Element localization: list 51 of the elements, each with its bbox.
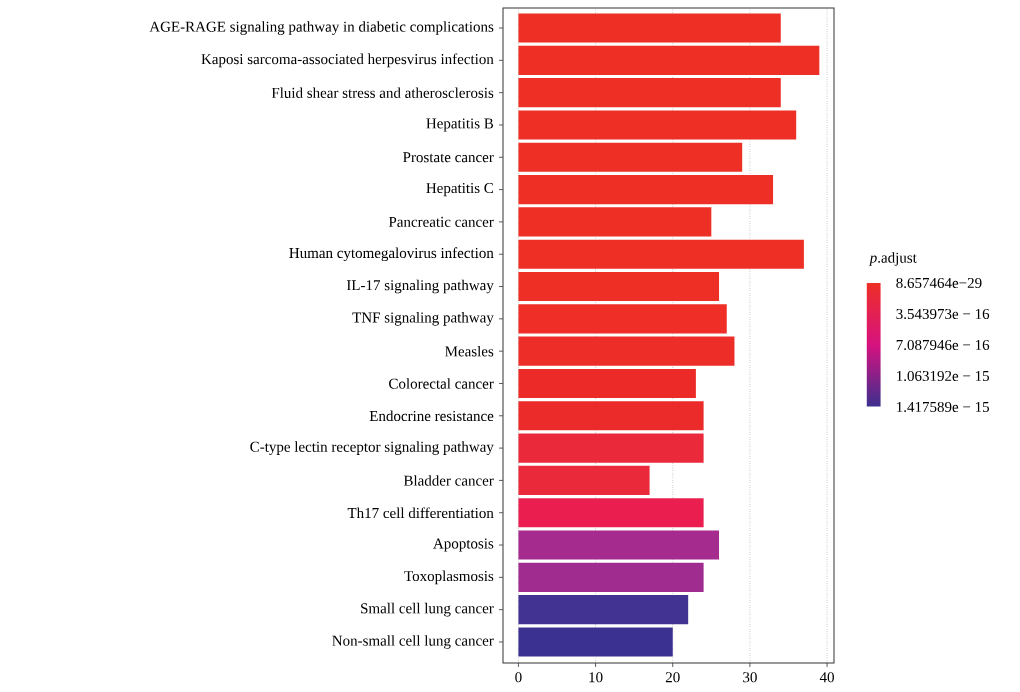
bar <box>518 595 689 625</box>
y-tick-label: Small cell lung cancer <box>361 602 494 617</box>
x-tick-label: 10 <box>589 672 603 683</box>
y-tick-label: Colorectal cancer <box>389 378 494 389</box>
bar <box>518 45 820 75</box>
y-tick-label: Measles <box>445 345 494 357</box>
bar <box>518 368 696 399</box>
bar <box>518 142 743 172</box>
color-bar-title: p.adjust <box>868 252 917 266</box>
y-tick-label: Th17 cell differentiation <box>347 507 494 519</box>
bar <box>518 627 673 657</box>
bar <box>518 562 704 592</box>
bar <box>518 336 735 366</box>
bar <box>518 498 704 528</box>
bar <box>518 465 650 495</box>
bar <box>518 304 727 334</box>
y-tick-label: Human cytomegalovirus infection <box>289 247 494 262</box>
bar <box>518 433 704 463</box>
x-tick-label: 30 <box>743 672 757 683</box>
x-tick-label: 20 <box>665 672 680 683</box>
y-tick-label: Endocrine resistance <box>369 410 494 422</box>
bar <box>518 78 781 108</box>
y-tick-label: TNF signaling pathway <box>352 312 494 326</box>
y-tick-label: Hepatitis B <box>426 118 494 132</box>
y-tick-label: Non-small cell lung cancer <box>332 635 494 649</box>
y-tick-label: Pancreatic cancer <box>388 216 494 227</box>
y-tick-label: IL-17 signaling pathway <box>346 279 494 294</box>
bar <box>518 13 781 43</box>
x-tick-label: 0 <box>515 672 522 683</box>
bar <box>518 239 804 269</box>
y-tick-label: Hepatitis C <box>426 183 493 197</box>
bar <box>518 207 712 237</box>
color-bar-label: 7.087946e − 16 <box>896 339 990 351</box>
color-bar-label: 1.063192e − 15 <box>897 370 990 382</box>
y-tick-label: Apoptosis <box>433 538 494 552</box>
x-tick-label: 40 <box>819 672 834 683</box>
y-tick-label: Prostate cancer <box>403 152 494 163</box>
color-bar-label: 3.543973e − 16 <box>896 308 990 320</box>
bar <box>518 530 720 560</box>
y-tick-label: C-type lectin receptor signaling pathway <box>250 441 494 455</box>
color-bar-label: 8.657464e−29 <box>896 277 982 289</box>
y-tick-label: Kaposi sarcoma-associated herpesvirus infection <box>201 53 494 68</box>
y-tick-label: Toxoplasmosis <box>404 570 494 585</box>
bar <box>518 110 797 140</box>
color-bar-label: 1.417589e − 15 <box>897 401 990 413</box>
y-tick-label: AGE-RAGE signaling pathway in diabetic complications <box>149 21 494 35</box>
bar <box>518 271 720 302</box>
bar <box>518 401 704 431</box>
y-tick-label: Bladder cancer <box>403 475 494 486</box>
bar <box>518 175 774 205</box>
y-tick-label: Fluid shear stress and atherosclerosis <box>271 87 494 98</box>
